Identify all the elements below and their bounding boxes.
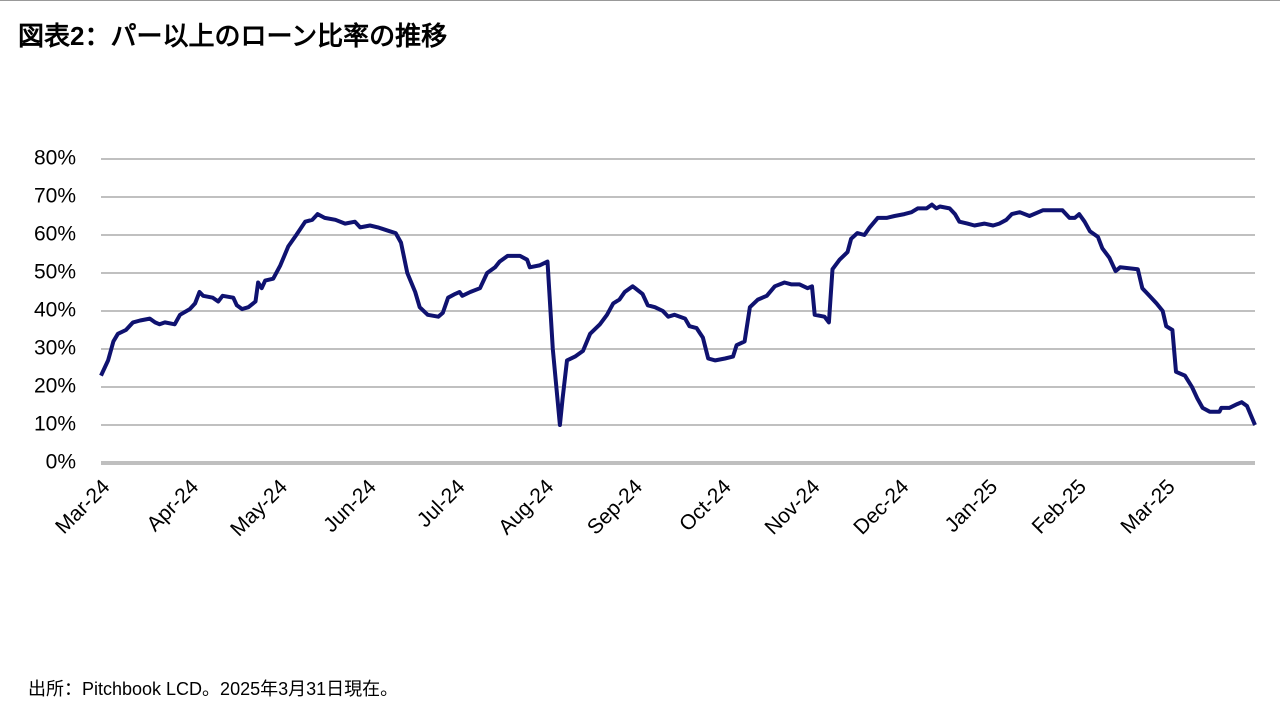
- y-tick-label: 30%: [34, 337, 76, 360]
- source-note: 出所：Pitchbook LCD。2025年3月31日現在。: [28, 679, 398, 699]
- x-tick-label: May-24: [226, 475, 292, 541]
- y-tick-label: 70%: [34, 185, 76, 208]
- x-tick-label: Sep-24: [583, 475, 647, 539]
- x-tick-label: Mar-25: [1116, 475, 1179, 538]
- y-tick-label: 80%: [34, 147, 76, 170]
- x-tick-label: Apr-24: [142, 475, 203, 536]
- x-tick-label: Jun-24: [319, 475, 381, 537]
- x-tick-label: Jul-24: [413, 475, 470, 532]
- x-tick-label: Nov-24: [760, 475, 824, 539]
- y-tick-label: 40%: [34, 299, 76, 322]
- data-line: [99, 202, 1257, 427]
- y-tick-label: 60%: [34, 223, 76, 246]
- y-tick-label: 10%: [34, 413, 76, 436]
- y-tick-label: 0%: [46, 451, 76, 474]
- chart-title: 図表2：パー以上のローン比率の推移: [18, 21, 447, 51]
- plot-area: 0% 10% 20% 30% 40% 50% 60% 70% 80% Mar-24 Apr-24 Ma…: [34, 147, 1257, 541]
- y-tick-label: 50%: [34, 261, 76, 284]
- x-tick-label: Aug-24: [494, 475, 558, 539]
- x-tick-label: Mar-24: [51, 475, 115, 539]
- y-tick-label: 20%: [34, 375, 76, 398]
- x-tick-label: Oct-24: [675, 475, 736, 536]
- x-tick-label: Jan-25: [940, 475, 1002, 537]
- x-tick-label: Dec-24: [849, 475, 913, 539]
- x-tick-label: Feb-25: [1028, 475, 1091, 538]
